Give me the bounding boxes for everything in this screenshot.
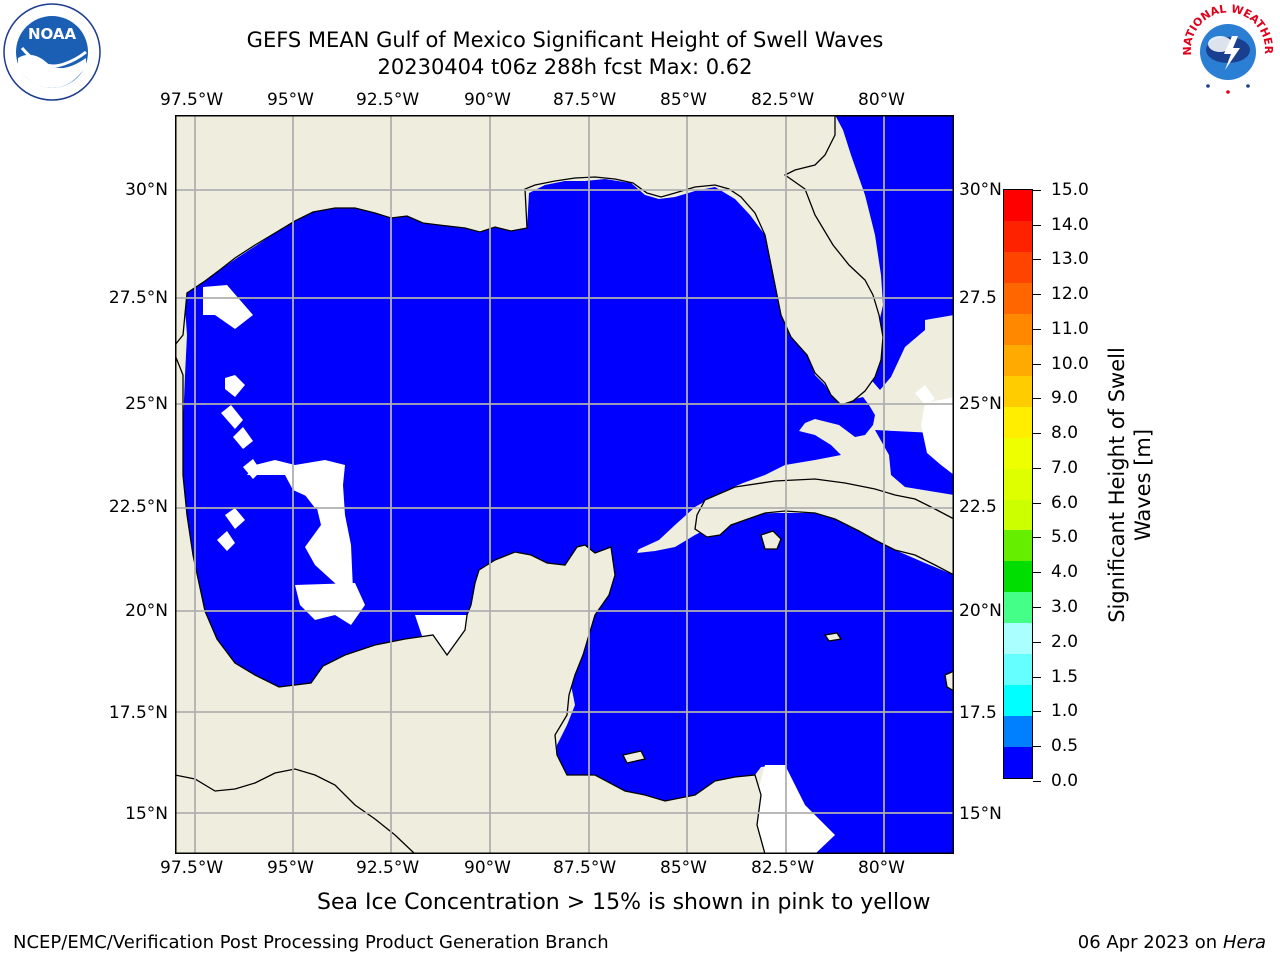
colorbar-tick: 10.0 [1033, 354, 1089, 374]
lat-label-left: 22.5°N [108, 497, 168, 517]
colorbar-tick: 1.5 [1033, 667, 1078, 687]
colorbar-tick: 4.0 [1033, 562, 1078, 582]
colorbar-segment [1004, 747, 1032, 779]
gridlines [175, 115, 954, 854]
colorbar-segment [1004, 282, 1032, 314]
nws-logo-icon: NATIONAL WEATHER SERVICE [1174, 0, 1278, 102]
colorbar-label-line2: Waves [m] [1131, 429, 1155, 541]
colorbar-tick: 6.0 [1033, 493, 1078, 513]
lat-label-left: 25°N [125, 394, 168, 414]
lat-label-left: 30°N [125, 180, 168, 200]
lon-label-top: 87.5°W [553, 90, 617, 110]
colorbar-tick: 14.0 [1033, 215, 1089, 235]
lon-label-top: 82.5°W [751, 90, 815, 110]
colorbar-tick: 5.0 [1033, 527, 1078, 547]
lat-label-right: 22.5 [959, 497, 997, 517]
lon-label-bottom: 97.5°W [160, 858, 224, 878]
colorbar-segment [1004, 654, 1032, 686]
colorbar-segment [1004, 375, 1032, 407]
colorbar-tick: 0.5 [1033, 736, 1078, 756]
lat-label-right: 27.5 [959, 288, 997, 308]
colorbar-tick: 13.0 [1033, 249, 1089, 269]
colorbar-tick: 2.0 [1033, 632, 1078, 652]
lat-label-right: 17.5 [959, 703, 997, 723]
colorbar-segment [1004, 437, 1032, 469]
lat-label-right: 25°N [959, 394, 1002, 414]
colorbar-segment [1004, 592, 1032, 624]
footer-date-text: 06 Apr 2023 on [1077, 932, 1223, 953]
lon-label-bottom: 95°W [267, 858, 314, 878]
colorbar-segment [1004, 344, 1032, 376]
map-frame [175, 115, 954, 854]
colorbar-tick: 11.0 [1033, 319, 1089, 339]
colorbar-tick: 12.0 [1033, 284, 1089, 304]
lon-label-bottom: 80°W [858, 858, 905, 878]
atlantic-water [835, 115, 954, 390]
colorbar-segment [1004, 561, 1032, 593]
colorbar-segment [1004, 251, 1032, 283]
colorbar-segment [1004, 530, 1032, 562]
colorbar-segment [1004, 685, 1032, 717]
colorbar [1003, 189, 1033, 779]
colorbar-label: Significant Height of Swell Waves [m] [1102, 190, 1158, 780]
colorbar-segment [1004, 716, 1032, 748]
colorbar-segment [1004, 190, 1032, 221]
noaa-logo-icon: NOAA [2, 2, 102, 102]
lat-label-left: 15°N [125, 804, 168, 824]
lon-label-top: 90°W [464, 90, 511, 110]
lon-label-top: 80°W [858, 90, 905, 110]
colorbar-tick: 7.0 [1033, 458, 1078, 478]
lat-label-left: 20°N [125, 601, 168, 621]
lon-label-top: 97.5°W [160, 90, 224, 110]
lat-label-right: 30°N [959, 180, 1002, 200]
lat-label-left: 27.5°N [108, 288, 168, 308]
noaa-logo-text: NOAA [28, 25, 77, 43]
colorbar-segment [1004, 499, 1032, 531]
gulf-water [183, 179, 875, 687]
coastlines [174, 114, 955, 855]
colorbar-tick: 0.0 [1033, 771, 1078, 791]
colorbar-tick: 8.0 [1033, 423, 1078, 443]
lon-label-bottom: 90°W [464, 858, 511, 878]
colorbar-tick: 3.0 [1033, 597, 1078, 617]
chart-title: GEFS MEAN Gulf of Mexico Significant Hei… [246, 28, 884, 52]
colorbar-segment [1004, 406, 1032, 438]
lat-label-left: 17.5°N [108, 703, 168, 723]
colorbar-segment [1004, 468, 1032, 500]
lon-label-bottom: 82.5°W [751, 858, 815, 878]
colorbar-label-line1: Significant Height of Swell [1105, 347, 1129, 623]
sea-ice-note: Sea Ice Concentration > 15% is shown in … [317, 890, 931, 915]
map-panel [174, 114, 955, 855]
colorbar-tick: 9.0 [1033, 388, 1078, 408]
footer-branch: NCEP/EMC/Verification Post Processing Pr… [13, 932, 609, 953]
lon-label-bottom: 92.5°W [356, 858, 420, 878]
caribbean-water [555, 513, 954, 854]
lat-label-right: 15°N [959, 804, 1002, 824]
footer-date: 06 Apr 2023 on Hera [1078, 932, 1266, 953]
footer-host: Hera [1222, 932, 1266, 953]
colorbar-tick: 15.0 [1033, 180, 1089, 200]
lat-label-right: 20°N [959, 601, 1002, 621]
colorbar-tick: 1.0 [1033, 701, 1078, 721]
lon-label-top: 92.5°W [356, 90, 420, 110]
colorbar-segment [1004, 313, 1032, 345]
colorbar-ticks: 15.0 14.0 13.0 12.0 11.0 10.0 9.0 8.0 7.… [1033, 180, 1113, 800]
lon-label-bottom: 85°W [660, 858, 707, 878]
lon-label-top: 85°W [660, 90, 707, 110]
colorbar-segment [1004, 623, 1032, 655]
chart-subtitle: 20230404 t06z 288h fcst Max: 0.62 [377, 55, 753, 79]
lon-label-bottom: 87.5°W [553, 858, 617, 878]
colorbar-segment [1004, 220, 1032, 252]
lon-label-top: 95°W [267, 90, 314, 110]
